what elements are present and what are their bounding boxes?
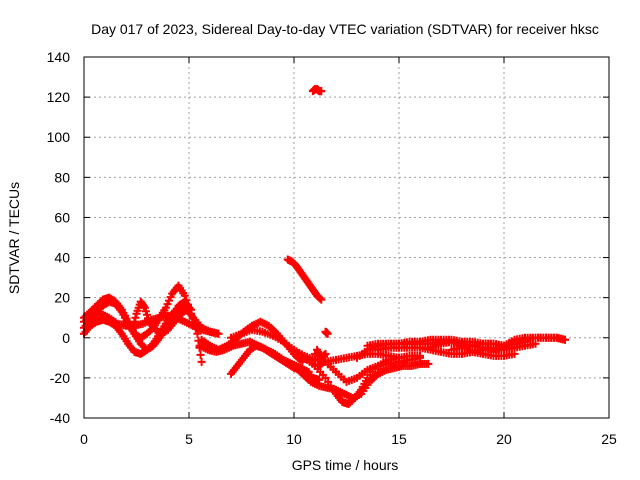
data-point bbox=[510, 349, 519, 358]
data-point bbox=[131, 313, 140, 322]
y-tick-labels: -40 -20 0 20 40 60 80 100 120 140 bbox=[47, 49, 71, 426]
y-tick-label: -40 bbox=[50, 410, 70, 426]
y-axis-label: SDTVAR / TECUs bbox=[6, 182, 22, 294]
axis-ticks bbox=[83, 56, 610, 419]
data-point bbox=[130, 317, 139, 326]
data-point bbox=[319, 357, 328, 366]
data-point bbox=[129, 321, 138, 330]
series-s22 bbox=[321, 327, 332, 338]
x-tick-label: 0 bbox=[80, 431, 88, 447]
x-axis-label: GPS time / hours bbox=[292, 457, 399, 473]
data-point bbox=[560, 335, 569, 344]
chart-title: Day 017 of 2023, Sidereal Day-to-day VTE… bbox=[91, 21, 599, 37]
data-point bbox=[298, 357, 307, 366]
data-point bbox=[316, 294, 325, 303]
data-point bbox=[197, 357, 206, 366]
y-tick-label: 80 bbox=[54, 169, 70, 185]
data-point bbox=[329, 385, 338, 394]
x-tick-label: 10 bbox=[286, 431, 302, 447]
y-tick-label: 60 bbox=[54, 209, 70, 225]
x-tick-label: 20 bbox=[496, 431, 512, 447]
y-tick-label: 120 bbox=[47, 89, 71, 105]
x-tick-label: 5 bbox=[185, 431, 193, 447]
data-point bbox=[424, 359, 433, 368]
x-tick-labels: 0 5 10 15 20 25 bbox=[80, 431, 617, 447]
data-point bbox=[139, 302, 148, 311]
plot-frame bbox=[83, 56, 610, 419]
series-s20 bbox=[308, 85, 326, 96]
data-point bbox=[147, 341, 156, 350]
y-tick-label: -20 bbox=[50, 370, 70, 386]
data-point bbox=[326, 381, 335, 390]
y-tick-label: 0 bbox=[62, 330, 70, 346]
series-s19 bbox=[283, 255, 326, 304]
y-tick-label: 100 bbox=[47, 129, 71, 145]
y-tick-label: 140 bbox=[47, 49, 71, 65]
data-point bbox=[317, 87, 326, 96]
data-point bbox=[318, 358, 327, 367]
y-tick-label: 20 bbox=[54, 290, 70, 306]
data-point bbox=[196, 350, 205, 359]
data-point bbox=[323, 329, 332, 338]
data-point bbox=[128, 325, 137, 334]
x-tick-label: 15 bbox=[391, 431, 407, 447]
data-point bbox=[416, 353, 424, 362]
data-point bbox=[214, 329, 223, 338]
y-tick-label: 40 bbox=[54, 250, 70, 266]
data-points bbox=[80, 85, 569, 408]
data-point bbox=[317, 295, 326, 304]
series-s21 bbox=[313, 345, 330, 370]
x-tick-label: 25 bbox=[601, 431, 617, 447]
series-s5 bbox=[128, 297, 223, 338]
data-point bbox=[324, 377, 333, 386]
series-s18 bbox=[489, 333, 569, 356]
data-point bbox=[321, 373, 330, 382]
